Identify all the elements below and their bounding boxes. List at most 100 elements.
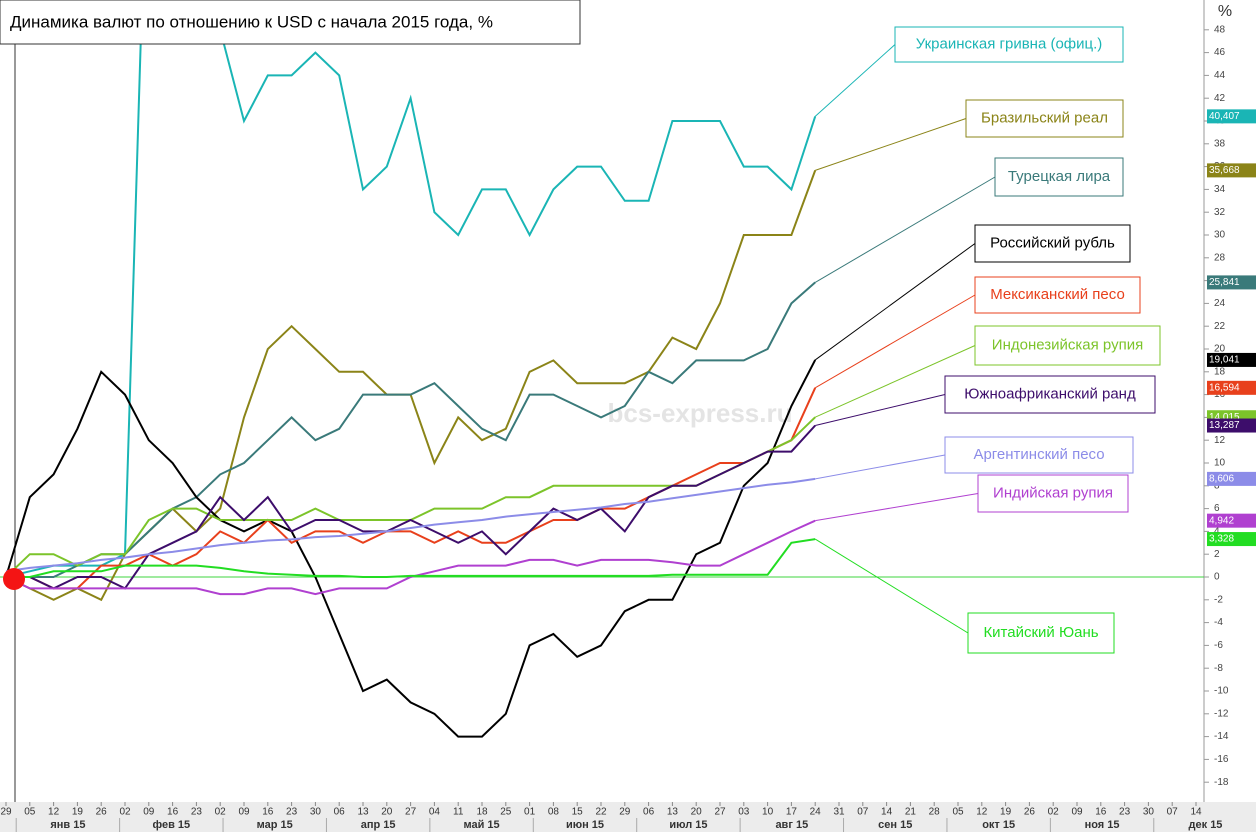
- month-label: авг 15: [775, 819, 808, 831]
- series-line: [6, 538, 816, 578]
- y-tick-label: 32: [1214, 207, 1226, 218]
- month-label: окт 15: [982, 819, 1015, 831]
- month-label: сен 15: [878, 819, 912, 831]
- x-tick-label: 03: [738, 807, 750, 818]
- legend-label: Южноафриканский ранд: [964, 385, 1136, 402]
- chart-title: Динамика валют по отношению к USD с нача…: [10, 12, 493, 31]
- x-tick-label: 10: [762, 807, 774, 818]
- x-tick-label: 02: [119, 807, 131, 818]
- month-label: май 15: [463, 819, 499, 831]
- y-tick-label: 6: [1214, 503, 1220, 514]
- legend-box: [974, 325, 1161, 366]
- legend-box: [974, 276, 1141, 314]
- x-tick-label: 18: [476, 807, 488, 818]
- x-tick-label: 14: [1190, 807, 1202, 818]
- x-tick-label: 20: [691, 807, 703, 818]
- legend-box: [967, 612, 1115, 654]
- legend-box: [965, 99, 1124, 138]
- x-tick-label: 28: [929, 807, 941, 818]
- y-tick-label: 44: [1214, 70, 1226, 81]
- value-label-bg: [1207, 471, 1256, 486]
- x-tick-label: 08: [548, 807, 560, 818]
- leader-line: [814, 243, 976, 361]
- y-tick-label: 42: [1214, 93, 1226, 104]
- legend-box: [944, 436, 1134, 474]
- x-tick-label: 29: [0, 807, 12, 818]
- leader-line: [814, 176, 996, 283]
- month-label: июн 15: [566, 819, 604, 831]
- month-label: июл 15: [669, 819, 707, 831]
- y-tick-label: 2: [1214, 549, 1220, 560]
- watermark: bcs-express.ru: [608, 398, 793, 428]
- value-label: 14,015: [1209, 412, 1240, 423]
- x-tick-label: 26: [1024, 807, 1036, 818]
- legend-box: [977, 474, 1129, 513]
- y-tick-label: -18: [1214, 777, 1229, 788]
- x-tick-label: 23: [286, 807, 298, 818]
- leader-line: [814, 538, 969, 634]
- x-tick-label: 31: [833, 807, 845, 818]
- x-tick-label: 12: [976, 807, 988, 818]
- month-label: фев 15: [152, 819, 190, 831]
- x-tick-label: 26: [96, 807, 108, 818]
- x-tick-label: 11: [453, 807, 464, 818]
- value-label: 19,041: [1209, 355, 1240, 366]
- value-label-bg: [1207, 163, 1256, 178]
- month-label: апр 15: [361, 819, 396, 831]
- y-tick-label: 34: [1214, 184, 1226, 195]
- series-line: [5, 519, 816, 596]
- y-tick-label: 24: [1214, 298, 1226, 309]
- x-tick-label: 25: [500, 807, 512, 818]
- legend-box: [894, 26, 1124, 63]
- leader-line: [815, 493, 979, 522]
- legend-box: [974, 224, 1131, 263]
- x-tick-label: 24: [810, 807, 822, 818]
- y-tick-label: -6: [1214, 640, 1223, 651]
- value-label: 4,942: [1209, 515, 1234, 526]
- month-label: янв 15: [50, 819, 85, 831]
- value-label: 8,606: [1209, 474, 1234, 485]
- value-label-bg: [1207, 352, 1256, 367]
- x-tick-label: 05: [952, 807, 964, 818]
- x-tick-label: 15: [572, 807, 584, 818]
- x-tick-label: 01: [524, 807, 536, 818]
- month-label: дек 15: [1189, 819, 1223, 831]
- y-tick-label: -16: [1214, 754, 1229, 765]
- x-tick-label: 09: [1071, 807, 1083, 818]
- y-tick-label: -14: [1214, 731, 1229, 742]
- month-label: мар 15: [257, 819, 293, 831]
- legend-label: Турецкая лира: [1008, 168, 1111, 185]
- x-tick-label: 29: [619, 807, 631, 818]
- x-tick-label: 30: [310, 807, 322, 818]
- x-tick-label: 21: [905, 807, 917, 818]
- y-tick-label: 8: [1214, 480, 1220, 491]
- x-tick-label: 23: [1119, 807, 1131, 818]
- y-tick-label: 10: [1214, 458, 1226, 469]
- y-tick-label: 18: [1214, 366, 1226, 377]
- y-tick-label: 38: [1214, 138, 1226, 149]
- y-tick-label: -4: [1214, 617, 1223, 628]
- x-tick-label: 02: [215, 807, 227, 818]
- leader-line: [814, 44, 896, 117]
- value-label: 16,594: [1209, 382, 1240, 393]
- y-tick-label: 20: [1214, 344, 1226, 355]
- value-label-bg: [1207, 513, 1256, 528]
- y-tick-label: 48: [1214, 24, 1226, 35]
- legend-label: Мексиканский песо: [990, 286, 1125, 303]
- y-tick-label: -10: [1214, 686, 1229, 697]
- y-tick-label: 0: [1214, 572, 1220, 583]
- x-tick-label: 16: [262, 807, 274, 818]
- y-tick-label: -2: [1214, 594, 1223, 605]
- x-tick-label: 06: [643, 807, 655, 818]
- x-tick-label: 27: [714, 807, 726, 818]
- month-label: ноя 15: [1085, 819, 1120, 831]
- legend-label: Индийская рупия: [993, 484, 1113, 501]
- leader-line: [815, 394, 946, 427]
- x-tick-label: 09: [143, 807, 155, 818]
- title-box: [0, 0, 581, 45]
- x-tick-label: 05: [24, 807, 36, 818]
- legend-label: Индонезийская рупия: [992, 336, 1143, 353]
- value-label-bg: [1207, 532, 1256, 547]
